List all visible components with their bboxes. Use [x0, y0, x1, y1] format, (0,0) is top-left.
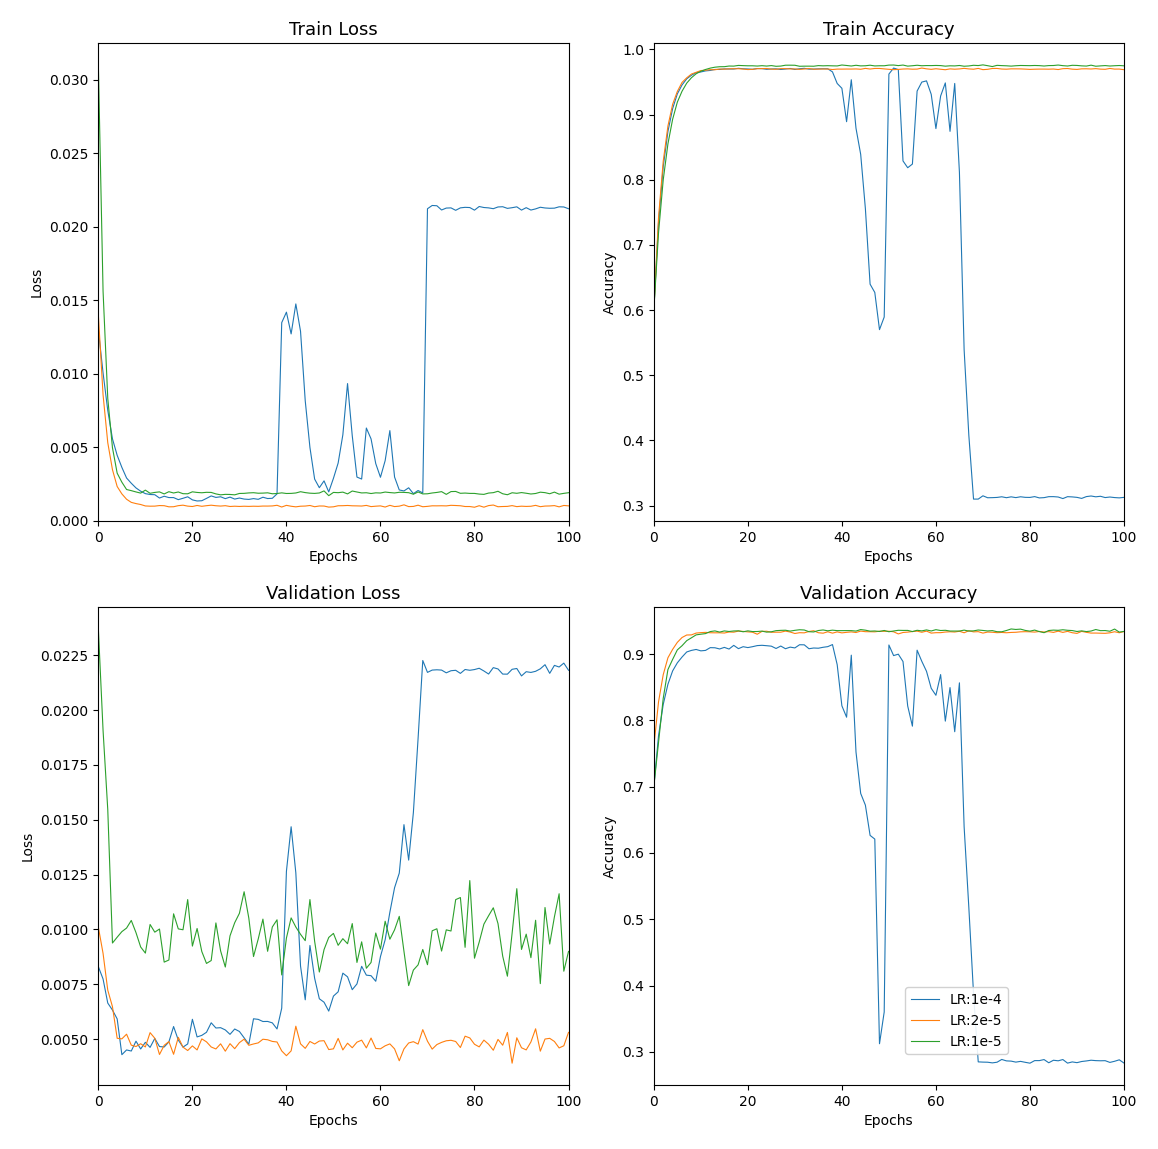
LR:2e-5 — [929, 626, 943, 640]
Title: Train Accuracy: Train Accuracy — [823, 21, 954, 39]
LR:1e-5 — [999, 624, 1013, 638]
LR:2e-5 — [863, 625, 877, 639]
LR:1e-4 — [1117, 1056, 1131, 1070]
LR:1e-4 — [1023, 1056, 1036, 1070]
Y-axis label: Accuracy: Accuracy — [602, 815, 616, 878]
Y-axis label: Accuracy: Accuracy — [602, 250, 616, 314]
X-axis label: Epochs: Epochs — [309, 550, 358, 564]
LR:1e-5 — [1004, 622, 1018, 635]
LR:1e-5 — [764, 625, 778, 639]
Title: Validation Loss: Validation Loss — [266, 585, 401, 603]
LR:1e-5 — [929, 623, 943, 637]
Legend: LR:1e-4, LR:2e-5, LR:1e-5: LR:1e-4, LR:2e-5, LR:1e-5 — [906, 987, 1007, 1054]
LR:2e-5 — [764, 625, 778, 639]
LR:1e-4 — [1004, 1055, 1018, 1069]
Line: LR:1e-4: LR:1e-4 — [654, 645, 1124, 1063]
LR:2e-5 — [1004, 625, 1018, 639]
Y-axis label: Loss: Loss — [30, 267, 44, 298]
Line: LR:2e-5: LR:2e-5 — [654, 631, 1124, 747]
LR:2e-5 — [680, 629, 694, 642]
LR:1e-4 — [647, 780, 661, 794]
LR:1e-4 — [826, 638, 840, 651]
Line: LR:1e-5: LR:1e-5 — [654, 629, 1124, 787]
Y-axis label: Loss: Loss — [21, 831, 35, 862]
X-axis label: Epochs: Epochs — [864, 1115, 914, 1128]
LR:1e-5 — [647, 780, 661, 794]
X-axis label: Epochs: Epochs — [309, 1115, 358, 1128]
LR:2e-5 — [981, 625, 995, 639]
LR:1e-4 — [764, 639, 778, 653]
LR:1e-5 — [863, 624, 877, 638]
LR:1e-5 — [1117, 625, 1131, 639]
LR:2e-5 — [962, 624, 976, 638]
Title: Train Loss: Train Loss — [290, 21, 378, 39]
LR:1e-4 — [680, 645, 694, 658]
LR:1e-4 — [981, 1055, 995, 1069]
Title: Validation Accuracy: Validation Accuracy — [800, 585, 977, 603]
LR:2e-5 — [647, 740, 661, 754]
LR:1e-5 — [680, 634, 694, 648]
LR:1e-5 — [976, 624, 990, 638]
X-axis label: Epochs: Epochs — [864, 550, 914, 564]
LR:1e-4 — [867, 832, 881, 846]
LR:1e-4 — [933, 668, 947, 681]
LR:2e-5 — [1117, 625, 1131, 639]
